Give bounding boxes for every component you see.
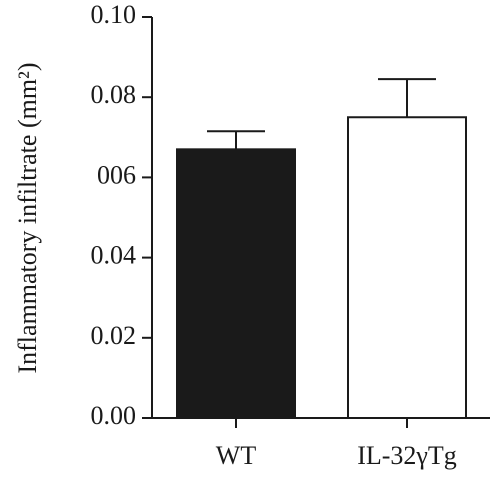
y-axis-label: Inflammatory infiltrate (mm²): [13, 62, 42, 373]
y-tick-label: 0.10: [91, 0, 137, 29]
y-tick-label: 0.08: [91, 80, 137, 109]
y-tick-label: 0.02: [91, 321, 137, 350]
y-tick-label: 006: [97, 160, 136, 189]
y-tick-label: 0.04: [91, 241, 137, 270]
y-tick-label: 0.00: [91, 401, 137, 430]
x-tick-label: WT: [216, 441, 257, 470]
x-tick-label: IL-32γTg: [357, 441, 457, 470]
bar: [347, 116, 467, 419]
bar: [176, 148, 296, 420]
